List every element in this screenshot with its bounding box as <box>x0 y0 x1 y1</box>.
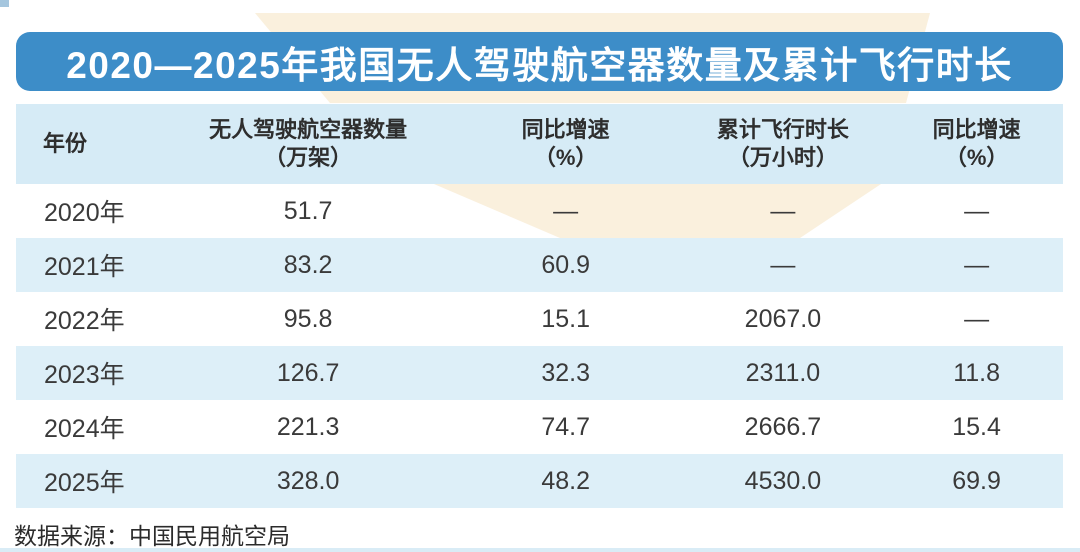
column-header-unit: （%） <box>944 145 1009 170</box>
table-row-2023: 2023年 126.7 32.3 2311.0 11.8 <box>16 346 1063 400</box>
table-row-2021: 2021年 83.2 60.9 — — <box>16 238 1063 292</box>
table-row-2025: 2025年 328.0 48.2 4530.0 69.9 <box>16 454 1063 508</box>
cell-year: 2025年 <box>44 469 125 497</box>
column-header-unit: （万小时） <box>727 145 838 170</box>
cell-count-yoy: 60.9 <box>541 250 590 279</box>
cell-drone-count: 95.8 <box>283 304 333 333</box>
cell-flight-hours: — <box>770 250 796 279</box>
column-header-drone-count: 无人驾驶航空器数量 （万架） <box>160 116 455 172</box>
cell-count-yoy: — <box>553 196 579 225</box>
cell-drone-count: 221.3 <box>276 412 340 441</box>
table-header-row: 年份 无人驾驶航空器数量 （万架） 同比增速 （%） 累计飞行时长 （万小时） … <box>16 104 1063 184</box>
cell-year: 2021年 <box>44 253 125 281</box>
decor-corner-mark <box>0 0 9 7</box>
table-row-2024: 2024年 221.3 74.7 2666.7 15.4 <box>16 400 1063 454</box>
cell-flight-hours: 2067.0 <box>744 304 822 333</box>
cell-drone-count: 126.7 <box>276 358 340 387</box>
cell-flight-hours: — <box>770 196 796 225</box>
page-title: 2020—2025年我国无人驾驶航空器数量及累计飞行时长 <box>66 44 1013 86</box>
cell-hours-yoy: — <box>964 304 990 333</box>
column-header-count-yoy: 同比增速 （%） <box>456 116 676 172</box>
column-header-label: 同比增速 <box>521 117 610 142</box>
cell-drone-count: 83.2 <box>283 250 333 279</box>
cell-year: 2023年 <box>44 361 125 389</box>
column-header-year: 年份 <box>16 130 160 158</box>
cell-year: 2020年 <box>44 199 125 227</box>
cell-count-yoy: 74.7 <box>541 412 590 441</box>
decor-bottom-strip <box>0 548 1080 552</box>
data-source: 数据来源：中国民用航空局 <box>14 523 290 549</box>
cell-hours-yoy: — <box>964 196 990 225</box>
data-table: 年份 无人驾驶航空器数量 （万架） 同比增速 （%） 累计飞行时长 （万小时） … <box>16 104 1063 508</box>
table-row-2020: 2020年 51.7 — — — <box>16 184 1063 238</box>
column-header-label: 累计飞行时长 <box>716 117 849 142</box>
column-header-hours-yoy: 同比增速 （%） <box>890 116 1063 172</box>
column-header-unit: （万架） <box>264 145 353 170</box>
cell-count-yoy: 15.1 <box>541 304 590 333</box>
cell-count-yoy: 32.3 <box>541 358 590 387</box>
cell-drone-count: 328.0 <box>276 466 340 495</box>
column-header-unit: （%） <box>533 145 598 170</box>
column-header-label: 同比增速 <box>932 117 1021 142</box>
cell-year: 2024年 <box>44 415 125 443</box>
cell-hours-yoy: 15.4 <box>952 412 1001 441</box>
cell-hours-yoy: — <box>964 250 990 279</box>
cell-drone-count: 51.7 <box>283 196 333 225</box>
cell-hours-yoy: 11.8 <box>953 358 1000 387</box>
cell-count-yoy: 48.2 <box>541 466 590 495</box>
cell-hours-yoy: 69.9 <box>952 466 1001 495</box>
column-header-label: 年份 <box>43 131 88 156</box>
cell-flight-hours: 2311.0 <box>745 358 821 387</box>
column-header-label: 无人驾驶航空器数量 <box>209 117 408 142</box>
table-row-2022: 2022年 95.8 15.1 2067.0 — <box>16 292 1063 346</box>
cell-flight-hours: 4530.0 <box>744 466 822 495</box>
column-header-flight-hours: 累计飞行时长 （万小时） <box>676 116 891 172</box>
cell-flight-hours: 2666.7 <box>744 412 822 441</box>
title-banner: 2020—2025年我国无人驾驶航空器数量及累计飞行时长 <box>16 32 1063 91</box>
cell-year: 2022年 <box>44 307 125 335</box>
